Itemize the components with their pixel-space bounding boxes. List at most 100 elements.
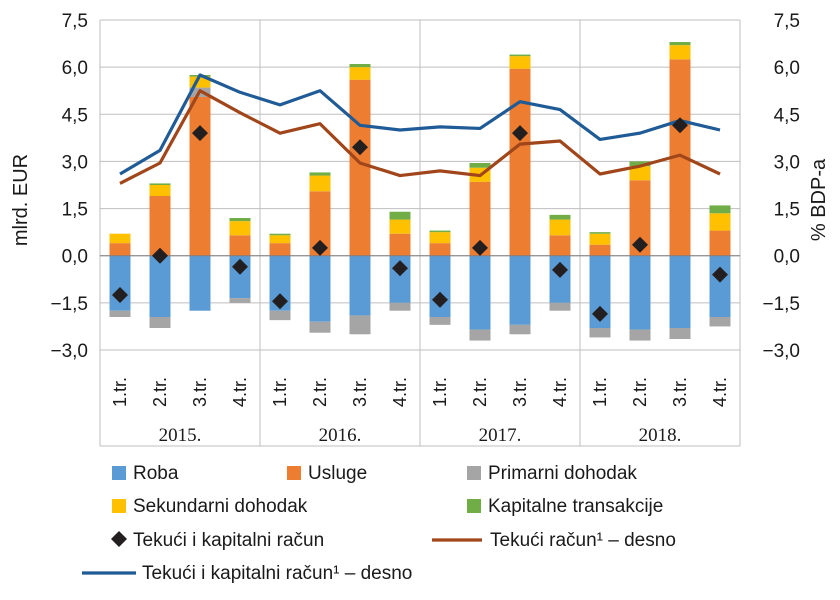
quarter-label: 4.tr. [230, 377, 250, 407]
right-tick-label: 6,0 [774, 58, 800, 79]
bar-segment [589, 232, 611, 234]
right-axis-title: % BDP-a [808, 158, 830, 241]
bar-segment [469, 163, 491, 168]
bar-segment [429, 243, 451, 256]
bar-segment [429, 230, 451, 233]
bar-segment [149, 255, 171, 317]
quarter-label: 2.tr. [630, 377, 650, 407]
bar-segment [349, 67, 371, 80]
legend-label: Tekući i kapitalni račun¹ – desno [142, 563, 412, 584]
diamond-marker [232, 258, 248, 275]
legend-label: Tekući račun¹ – desno [490, 530, 676, 551]
bar-segment [469, 255, 491, 330]
year-labels: 2015. 2016. 2017. 2018. [159, 425, 682, 446]
bar-segment [349, 79, 371, 256]
bar-segment [629, 255, 651, 330]
bar-segment [709, 255, 731, 317]
bar-segment [109, 310, 131, 317]
legend-swatch [112, 466, 126, 480]
bar-segment [229, 218, 251, 222]
right-tick-label: −3,0 [762, 341, 800, 362]
bar-segment [309, 321, 331, 333]
bar-segment [269, 235, 291, 244]
bar-segment [629, 329, 651, 341]
year-label: 2015. [159, 425, 202, 446]
quarter-label: 4.tr. [390, 377, 410, 407]
quarter-label: 1.tr. [110, 377, 130, 407]
quarter-label: 2.tr. [470, 377, 490, 407]
bar-segment [309, 191, 331, 256]
bar-segment [309, 175, 331, 192]
legend-swatch [467, 466, 481, 480]
legend: Roba Usluge Primarni dohodak Sekundarni doh… [82, 463, 676, 584]
bar-segment [669, 328, 691, 339]
bar-segment [349, 315, 371, 335]
series-line [119, 73, 721, 176]
legend-label: Sekundarni dohodak [133, 496, 308, 517]
bar-segment [549, 302, 571, 311]
bar-segment [429, 255, 451, 317]
quarter-label: 3.tr. [510, 377, 530, 407]
legend-label: Roba [133, 463, 179, 484]
left-tick-label: 4,5 [62, 105, 88, 126]
bar-segment [429, 232, 451, 244]
bar-segment [629, 166, 651, 181]
diamond-marker [552, 261, 568, 278]
diamond-marker [192, 125, 208, 142]
legend-label: Kapitalne transakcije [488, 496, 663, 517]
bar-segment [229, 235, 251, 256]
right-tick-label: 7,5 [774, 11, 800, 32]
right-tick-label: 1,5 [774, 200, 800, 221]
bar-segment [509, 68, 531, 256]
bar-segment [669, 255, 691, 328]
legend-swatch [467, 499, 481, 513]
bar-segment [669, 42, 691, 46]
diamond-marker [672, 117, 688, 134]
quarter-label: 4.tr. [550, 377, 570, 407]
bar-segment [509, 54, 531, 57]
quarter-label: 3.tr. [190, 377, 210, 407]
right-tick-label: 3,0 [774, 152, 800, 173]
bar-segment [349, 255, 371, 316]
bar-segment [629, 161, 651, 167]
right-tick-label: 0,0 [774, 247, 800, 268]
diamond-marker [352, 139, 368, 156]
bar-segment [589, 328, 611, 338]
bar-segment [549, 219, 571, 236]
diamond-marker [272, 293, 288, 310]
bar-segment [229, 298, 251, 303]
diamond-marker [432, 291, 448, 308]
quarter-labels: 1.tr. 2.tr. 3.tr. 4.tr. 1.tr. 2.tr. 3.tr. 4.tr.… [110, 377, 730, 407]
right-axis-lines [119, 73, 721, 185]
bar-segment [549, 235, 571, 256]
left-tick-label: 1,5 [62, 200, 88, 221]
bar-segment [189, 97, 211, 256]
quarter-label: 1.tr. [430, 377, 450, 407]
year-label: 2016. [319, 425, 362, 446]
quarter-label: 4.tr. [710, 377, 730, 407]
bar-segment [309, 172, 331, 176]
right-tick-label: −1,5 [762, 294, 800, 315]
quarter-label: 1.tr. [270, 377, 290, 407]
quarter-label: 3.tr. [350, 377, 370, 407]
diamond-marker [592, 305, 608, 322]
quarter-label: 3.tr. [670, 377, 690, 407]
diamond-marker [112, 287, 128, 303]
quarter-label: 2.tr. [310, 377, 330, 407]
legend-swatch [287, 466, 301, 480]
bar-segment [229, 221, 251, 236]
quarter-label: 1.tr. [590, 377, 610, 407]
diamond-marker [392, 260, 408, 277]
diamond-marker [312, 239, 328, 256]
left-axis-title: mlrd. EUR [10, 154, 32, 246]
series-line [119, 89, 721, 185]
diamond-marker [512, 125, 528, 142]
bar-segment [469, 181, 491, 256]
bar-segment [589, 255, 611, 328]
bar-segment [429, 317, 451, 325]
bar-segment [109, 243, 131, 256]
bar-segment [709, 230, 731, 256]
bar-segment [149, 183, 171, 185]
bar-segment [189, 255, 211, 311]
